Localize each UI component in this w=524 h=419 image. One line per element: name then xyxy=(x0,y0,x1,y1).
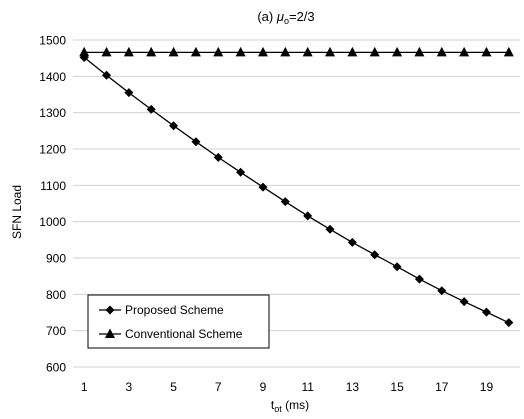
data-point-conventional xyxy=(168,46,179,57)
legend-label-conventional: Conventional Scheme xyxy=(125,327,243,341)
x-tick-label: 15 xyxy=(390,380,404,394)
data-point-proposed xyxy=(146,104,156,114)
data-point-proposed xyxy=(258,182,268,192)
data-point-conventional xyxy=(392,46,403,57)
data-point-conventional xyxy=(436,46,447,57)
data-point-proposed xyxy=(236,167,246,177)
y-tick-label: 900 xyxy=(46,252,66,266)
data-point-proposed xyxy=(280,197,290,207)
data-point-proposed xyxy=(392,262,402,272)
data-point-conventional xyxy=(325,46,336,57)
y-tick-label: 1200 xyxy=(39,143,66,157)
data-point-conventional xyxy=(101,46,112,57)
data-point-conventional xyxy=(190,46,201,57)
legend: Proposed Scheme Conventional Scheme xyxy=(87,294,270,349)
data-point-conventional xyxy=(414,46,425,57)
y-tick-label: 1000 xyxy=(39,215,66,229)
series-line-proposed xyxy=(83,56,510,324)
data-point-conventional xyxy=(280,46,291,57)
y-tick-label: 1500 xyxy=(39,34,66,48)
y-tick-label: 700 xyxy=(46,324,66,338)
y-axis-label: SFN Load xyxy=(10,185,24,239)
data-point-proposed xyxy=(124,88,134,98)
data-point-proposed xyxy=(459,297,469,307)
data-point-conventional xyxy=(235,46,246,57)
x-axis-label: tot (ms) xyxy=(271,398,309,414)
y-tick-label: 800 xyxy=(46,288,66,302)
chart-title: (a) μo=2/3 xyxy=(257,9,314,26)
data-point-proposed xyxy=(370,250,380,260)
series-layer xyxy=(79,46,514,328)
data-point-conventional xyxy=(459,46,470,57)
data-point-conventional xyxy=(481,46,492,57)
x-tick-label: 1 xyxy=(81,380,88,394)
y-tick-label: 1400 xyxy=(39,70,66,84)
x-tick-label: 3 xyxy=(126,380,133,394)
legend-label-proposed: Proposed Scheme xyxy=(125,303,224,317)
data-point-conventional xyxy=(123,46,134,57)
data-point-conventional xyxy=(79,46,90,57)
data-point-conventional xyxy=(347,46,358,57)
data-point-conventional xyxy=(302,46,313,57)
x-tick-label: 19 xyxy=(480,380,494,394)
legend-box xyxy=(87,294,270,349)
legend-marker-conventional xyxy=(105,328,115,338)
data-point-proposed xyxy=(191,137,201,147)
data-point-proposed xyxy=(437,286,447,296)
data-point-proposed xyxy=(347,237,357,247)
y-tick-label: 1100 xyxy=(40,179,66,193)
data-point-proposed xyxy=(414,274,424,284)
y-tick-labels: 600 700 800 900 1000 1100 1200 1300 1400 1500 xyxy=(39,34,66,375)
data-point-proposed xyxy=(213,152,223,162)
x-tick-label: 13 xyxy=(346,380,360,394)
data-point-conventional xyxy=(146,46,157,57)
data-point-proposed xyxy=(102,70,112,80)
data-point-conventional xyxy=(369,46,380,57)
gridlines xyxy=(73,39,520,332)
data-point-proposed xyxy=(481,307,491,317)
x-tick-label: 5 xyxy=(170,380,177,394)
data-point-proposed xyxy=(303,211,313,221)
y-tick-label: 1300 xyxy=(39,106,66,120)
x-tick-label: 9 xyxy=(260,380,267,394)
x-tick-label: 11 xyxy=(301,380,314,394)
data-point-conventional xyxy=(257,46,268,57)
data-point-proposed xyxy=(169,121,179,131)
y-tick-label: 600 xyxy=(46,361,66,375)
x-tick-label: 7 xyxy=(215,380,222,394)
legend-marker-proposed xyxy=(105,305,115,315)
data-point-proposed xyxy=(325,224,335,234)
data-point-proposed xyxy=(504,318,514,328)
x-tick-labels: 1 3 5 7 9 11 13 15 17 19 xyxy=(81,380,494,394)
x-tick-label: 17 xyxy=(435,380,449,394)
data-point-conventional xyxy=(503,46,514,57)
data-point-conventional xyxy=(213,46,224,57)
